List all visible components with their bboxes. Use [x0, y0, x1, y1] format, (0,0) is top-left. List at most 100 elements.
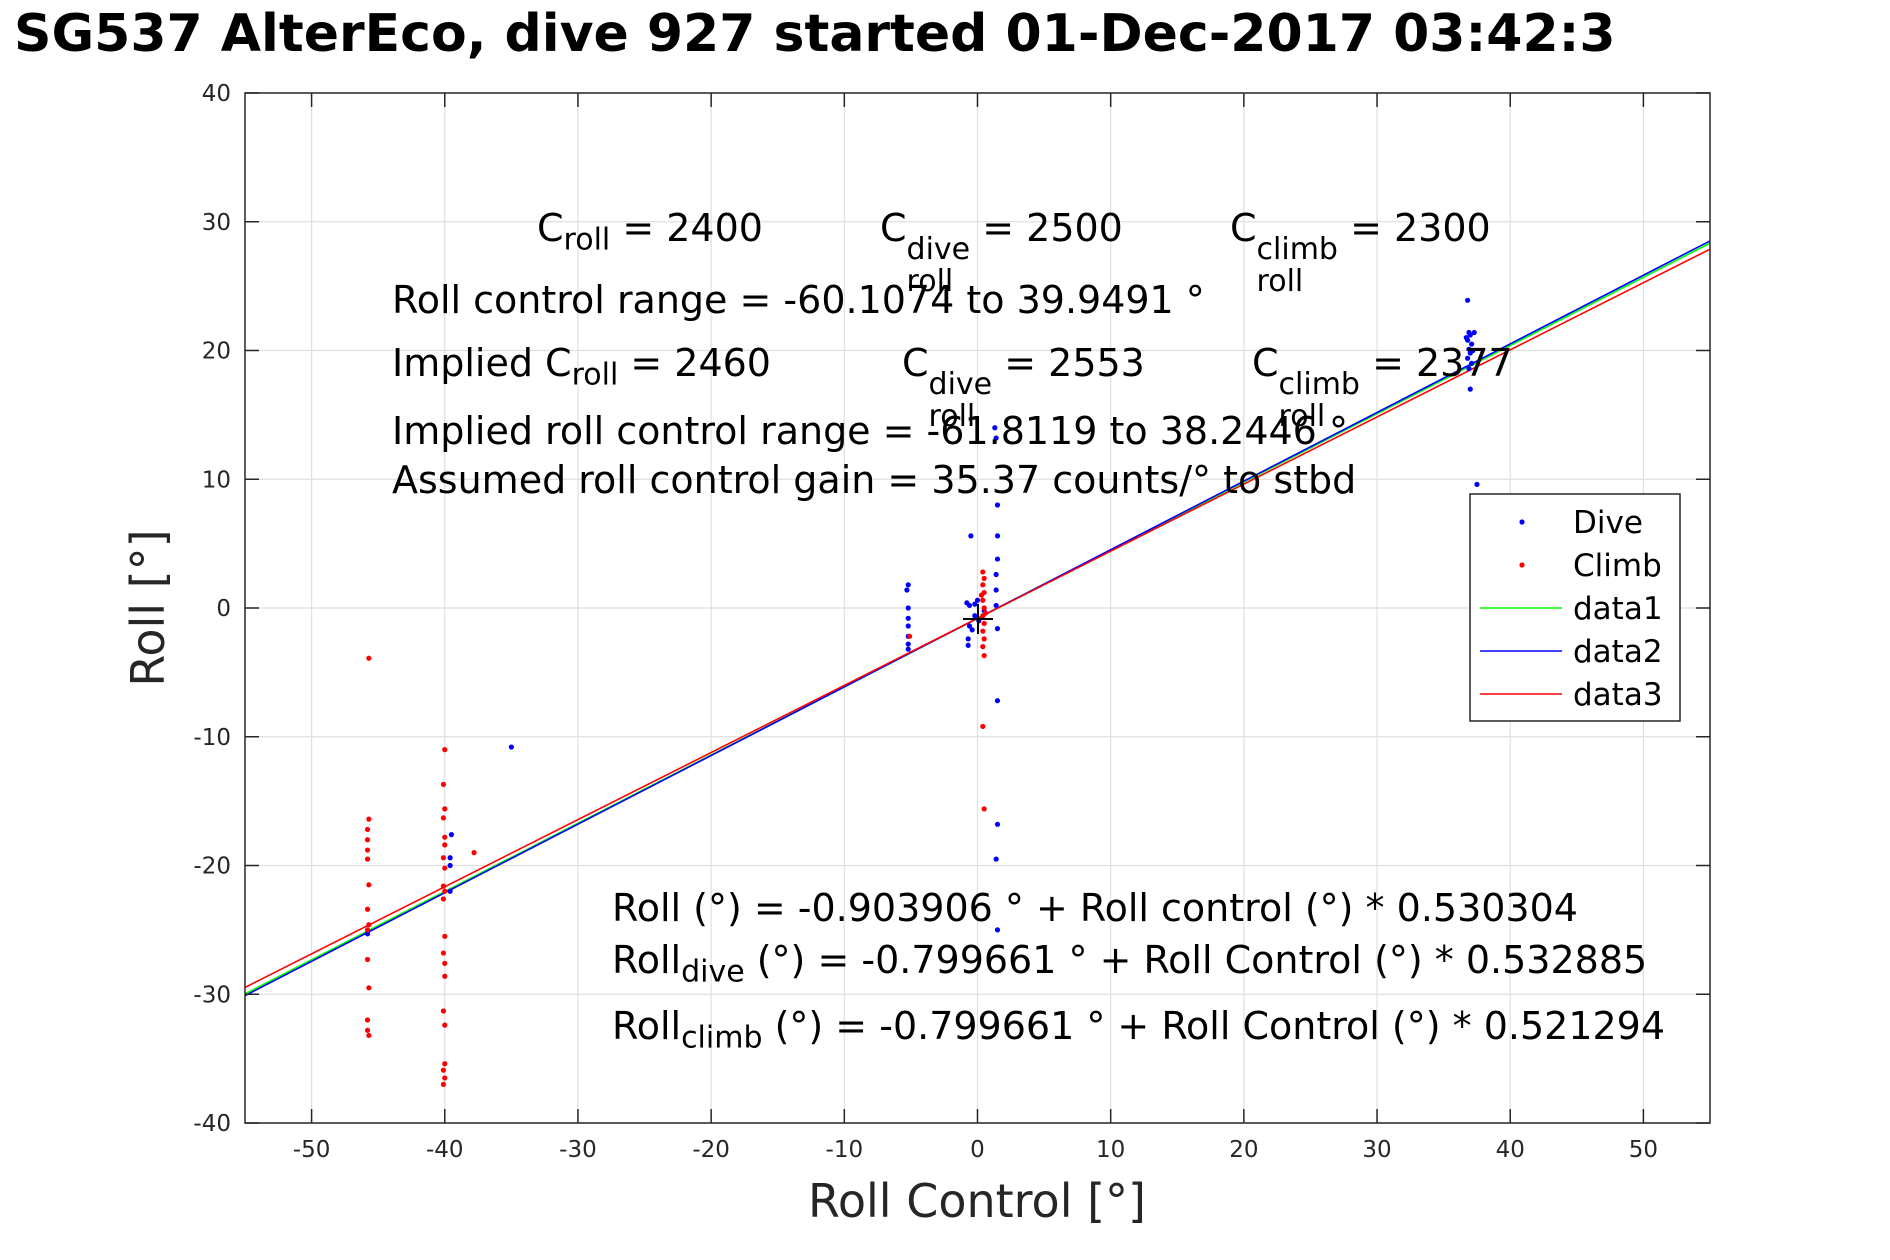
- dive-point: [994, 533, 1001, 539]
- dive-point: [968, 533, 974, 539]
- c-roll-climb-scripts: climb roll: [1257, 234, 1338, 297]
- dive-point: [965, 642, 971, 648]
- climb-point: [440, 815, 447, 821]
- climb-point: [366, 1032, 372, 1039]
- x-tick-label: -40: [426, 1137, 464, 1163]
- climb-point: [364, 906, 371, 912]
- dive-point: [994, 626, 1001, 632]
- y-tick-label: -40: [193, 1111, 231, 1137]
- climb-point: [980, 597, 986, 603]
- climb-point: [442, 1022, 448, 1028]
- fit-annotation: Roll (°) = -0.903906 ° + Roll control (°…: [612, 886, 1578, 930]
- climb-point: [442, 865, 448, 871]
- dive-point: [1470, 347, 1476, 354]
- fit-climb-rest: (°) = -0.799661 ° + Roll Control (°) * 0…: [762, 1004, 1666, 1048]
- fit-dive-subscript: dive: [681, 954, 745, 990]
- dive-point: [364, 931, 371, 937]
- gain-annotation: Assumed roll control gain = 35.37 counts…: [392, 458, 1357, 502]
- dive-point: [1469, 360, 1475, 366]
- x-tick-label: 50: [1629, 1137, 1658, 1163]
- x-tick-label: -20: [692, 1137, 730, 1163]
- dive-point: [448, 832, 455, 838]
- fit-dive-rest: (°) = -0.799661 ° + Roll Control (°) * 0…: [744, 938, 1648, 982]
- dive-point: [1471, 329, 1477, 336]
- fit-climb-label: Roll: [612, 1004, 682, 1048]
- c-roll-value: = 2400: [610, 206, 763, 250]
- dive-point: [447, 855, 453, 861]
- y-tick-label: 20: [202, 339, 231, 365]
- dive-point: [447, 862, 453, 869]
- fit-dive-label: Roll: [612, 938, 682, 982]
- x-tick-label: -30: [559, 1137, 597, 1163]
- center-crosshair: [963, 604, 993, 634]
- dive-point: [994, 502, 1001, 508]
- implied-c-roll-label: Implied C: [392, 341, 572, 385]
- climb-point: [442, 1075, 448, 1081]
- legend-label: data2: [1573, 634, 1663, 670]
- climb-point: [980, 582, 986, 588]
- y-tick-label: 40: [202, 81, 231, 107]
- climb-point: [981, 620, 987, 627]
- c-roll-dive-sub: roll: [906, 263, 954, 299]
- climb-point: [364, 1027, 371, 1033]
- climb-point: [366, 816, 372, 822]
- dive-point: [905, 582, 911, 588]
- climb-point: [980, 569, 986, 575]
- climb-point: [440, 1067, 447, 1073]
- climb-point: [981, 806, 987, 812]
- climb-point: [442, 834, 448, 840]
- implied-c-climb-value: = 2377: [1359, 341, 1513, 385]
- climb-point: [440, 855, 447, 861]
- c-roll-climb-sub: roll: [1256, 263, 1304, 299]
- climb-point: [364, 847, 371, 853]
- y-tick-label: -10: [193, 725, 231, 751]
- y-tick-label: 0: [216, 596, 231, 622]
- y-tick-label: -30: [193, 982, 231, 1008]
- c-roll-dive-sup: dive: [906, 232, 971, 267]
- implied-c-dive-sub: roll: [928, 398, 976, 434]
- climb-point: [982, 610, 989, 616]
- dive-point: [1469, 341, 1475, 347]
- dive-point: [1465, 297, 1471, 303]
- figure-title: SG537 AlterEco, dive 927 started 01-Dec-…: [14, 4, 1616, 64]
- dive-point: [905, 615, 911, 621]
- dive-point: [972, 601, 978, 607]
- dive-point: [905, 605, 911, 611]
- c-roll-annotation: Croll = 2400: [537, 209, 763, 256]
- dive-point: [966, 602, 973, 609]
- dive-point: [905, 641, 911, 647]
- climb-point: [440, 1081, 447, 1087]
- x-tick-label: -50: [293, 1137, 331, 1163]
- implied-c-roll-value: = 2460: [618, 341, 771, 385]
- implied-c-dive-sup: dive: [928, 367, 993, 402]
- dive-point: [994, 698, 1001, 704]
- implied-c-dive-scripts: dive roll: [929, 369, 993, 432]
- climb-point: [442, 973, 448, 979]
- x-tick-label: -10: [826, 1137, 864, 1163]
- fit-climb-annotation: Rollclimb (°) = -0.799661 ° + Roll Contr…: [612, 1007, 1665, 1054]
- dive-point: [994, 927, 1001, 933]
- implied-c-climb-letter: C: [1252, 341, 1279, 385]
- climb-point: [366, 922, 372, 928]
- implied-c-dive-value: = 2553: [992, 341, 1145, 385]
- tick-labels: -50 -40 -30 -20 -10 0 10 20 30 40 50 -40 -30 -20 -10 0 1…: [193, 81, 1658, 1163]
- implied-c-climb-scripts: climb roll: [1279, 369, 1360, 432]
- climb-point: [442, 960, 448, 966]
- climb-point: [366, 655, 372, 661]
- series-points: [364, 297, 1480, 1087]
- dive-point: [905, 623, 911, 629]
- x-tick-label: 20: [1229, 1137, 1258, 1163]
- implied-c-roll-annotation: Implied Croll = 2460: [392, 344, 771, 391]
- dive-point: [992, 425, 998, 431]
- dive-point: [993, 602, 999, 609]
- y-tick-label: 10: [202, 467, 231, 493]
- implied-range-annotation: Implied roll control range = -61.8119 to…: [392, 409, 1348, 453]
- dive-point: [447, 888, 453, 894]
- y-tick-label: -20: [193, 854, 231, 880]
- fit-climb-subscript: climb: [681, 1020, 763, 1056]
- c-roll-subscript: roll: [563, 222, 611, 258]
- climb-point: [366, 985, 372, 991]
- dive-point: [994, 556, 1001, 562]
